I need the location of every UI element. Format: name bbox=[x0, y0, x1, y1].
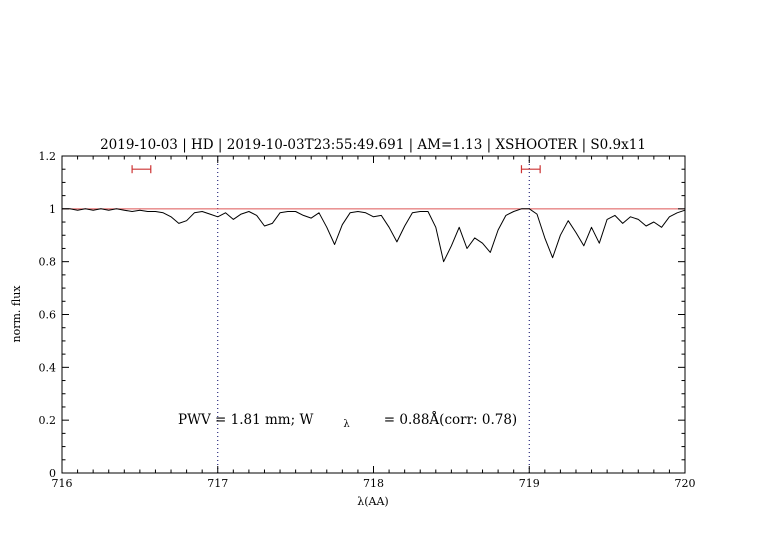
y-axis-label: norm. flux bbox=[10, 285, 23, 343]
svg-text:0.8: 0.8 bbox=[39, 256, 57, 269]
pwv-annotation-part2: = 0.88Å(corr: 0.78) bbox=[384, 412, 517, 428]
svg-text:0.2: 0.2 bbox=[39, 414, 57, 427]
svg-text:0: 0 bbox=[49, 467, 56, 480]
plot-title: 2019-10-03 | HD | 2019-10-03T23:55:49.69… bbox=[100, 137, 646, 153]
svg-text:0.6: 0.6 bbox=[39, 309, 57, 322]
pwv-annotation-sub: λ bbox=[343, 419, 350, 430]
x-axis-label: λ(AA) bbox=[357, 495, 388, 508]
svg-text:720: 720 bbox=[675, 477, 696, 490]
pwv-annotation-part1: PWV = 1.81 mm; W bbox=[178, 412, 313, 428]
svg-text:716: 716 bbox=[52, 477, 73, 490]
svg-text:717: 717 bbox=[207, 477, 228, 490]
svg-text:0.4: 0.4 bbox=[39, 361, 57, 374]
pwv-annotation: PWV = 1.81 mm; W λ = 0.88Å(corr: 0.78) bbox=[148, 412, 539, 431]
svg-text:1: 1 bbox=[49, 203, 56, 216]
svg-text:719: 719 bbox=[519, 477, 540, 490]
svg-text:718: 718 bbox=[363, 477, 384, 490]
svg-text:1.2: 1.2 bbox=[39, 150, 57, 163]
plot-layer: 716 717 718 719 720 0 0.2 0.4 0.6 0.8 1 1.2 bbox=[39, 150, 696, 490]
